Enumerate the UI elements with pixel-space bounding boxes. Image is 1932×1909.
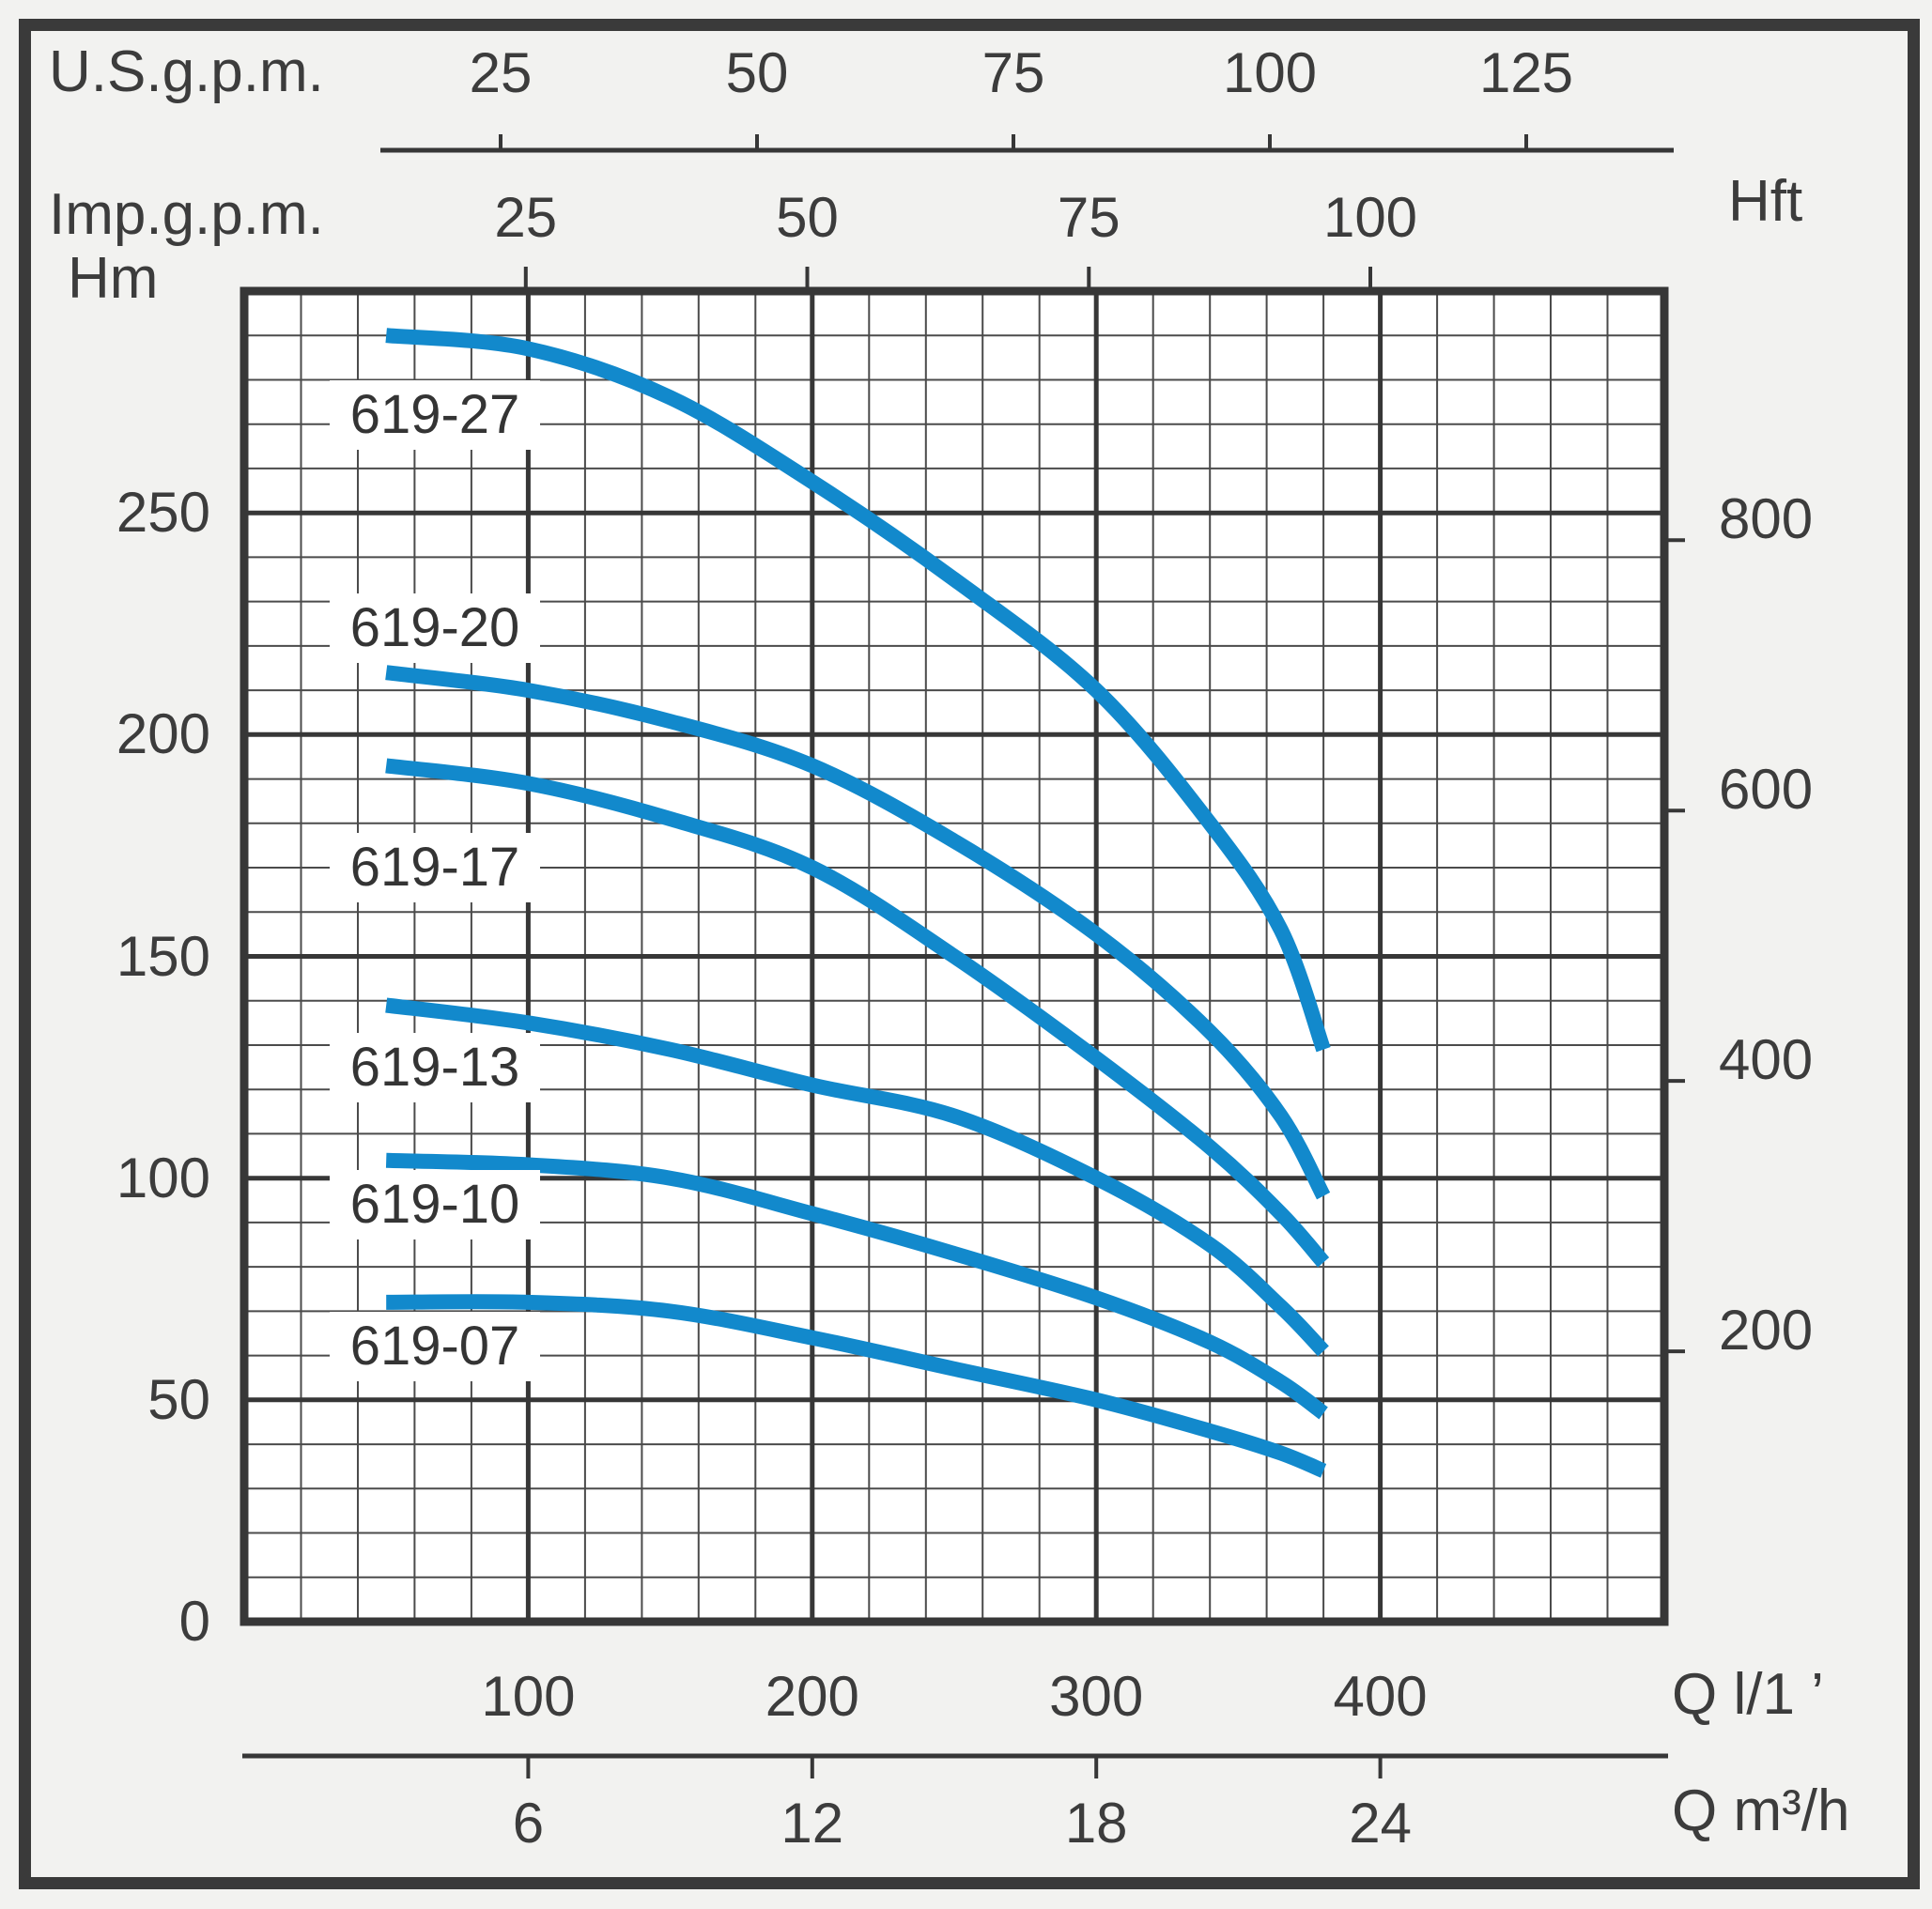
tick-label-us-125: 125 bbox=[1478, 41, 1574, 104]
curve-619-10 bbox=[385, 1152, 1328, 1420]
axis-unit-hm: Hm bbox=[68, 246, 159, 311]
axis-unit-q-lmin: Q l/1 ’ bbox=[1672, 1662, 1824, 1727]
tick-label-us-50: 50 bbox=[725, 41, 789, 104]
tick-label-imp-100: 100 bbox=[1322, 186, 1418, 249]
tick-label-hft-400: 400 bbox=[1719, 1028, 1814, 1092]
tick-label-qlmin-400: 400 bbox=[1333, 1665, 1428, 1728]
tick-label-us-25: 25 bbox=[469, 41, 533, 104]
curve-619-20 bbox=[385, 665, 1331, 1200]
tick-label-qm3h-24: 24 bbox=[1349, 1792, 1412, 1855]
tick-label-qlmin-100: 100 bbox=[481, 1665, 576, 1728]
tick-label-hm-0: 0 bbox=[178, 1590, 210, 1653]
axis-ticks bbox=[499, 134, 1685, 1778]
tick-label-hm-150: 150 bbox=[116, 924, 210, 988]
axis-unit-imp-gpm: Imp.g.p.m. bbox=[49, 182, 324, 247]
tick-label-qlmin-200: 200 bbox=[765, 1665, 859, 1728]
curve-label-619-20: 619-20 bbox=[329, 593, 541, 663]
curve-619-17 bbox=[385, 758, 1330, 1268]
tick-label-hm-250: 250 bbox=[116, 481, 210, 545]
tick-label-hm-200: 200 bbox=[116, 702, 210, 766]
curve-label-619-13: 619-13 bbox=[329, 1032, 541, 1102]
tick-label-imp-25: 25 bbox=[494, 186, 558, 249]
curve-label-619-07: 619-07 bbox=[329, 1312, 541, 1382]
curve-619-07 bbox=[386, 1294, 1327, 1478]
tick-label-qm3h-6: 6 bbox=[512, 1792, 545, 1855]
tick-label-hft-600: 600 bbox=[1719, 758, 1814, 822]
curve-label-619-10: 619-10 bbox=[329, 1170, 541, 1239]
axis-unit-hft: Hft bbox=[1728, 169, 1803, 234]
curve-619-27 bbox=[385, 328, 1331, 1053]
tick-label-hft-800: 800 bbox=[1719, 487, 1814, 551]
plot-border bbox=[240, 286, 1669, 1626]
tick-label-us-100: 100 bbox=[1222, 41, 1318, 104]
curve-label-619-27: 619-27 bbox=[329, 380, 541, 451]
tick-label-imp-50: 50 bbox=[776, 186, 839, 249]
axis-unit-q-m3h: Q m³/h bbox=[1672, 1778, 1850, 1843]
tick-label-hft-200: 200 bbox=[1719, 1299, 1814, 1362]
curve-label-619-17: 619-17 bbox=[329, 833, 541, 903]
tick-label-qm3h-18: 18 bbox=[1064, 1792, 1128, 1855]
tick-label-qlmin-300: 300 bbox=[1049, 1665, 1144, 1728]
curve-619-13 bbox=[385, 997, 1329, 1357]
tick-label-hm-100: 100 bbox=[116, 1146, 210, 1209]
tick-label-imp-75: 75 bbox=[1057, 186, 1121, 249]
axis-unit-us-gpm: U.S.g.p.m. bbox=[49, 39, 324, 104]
outer-frame bbox=[19, 19, 1920, 1889]
tick-label-qm3h-12: 12 bbox=[781, 1792, 844, 1855]
tick-label-hm-50: 50 bbox=[147, 1367, 210, 1431]
tick-label-us-75: 75 bbox=[981, 41, 1045, 104]
